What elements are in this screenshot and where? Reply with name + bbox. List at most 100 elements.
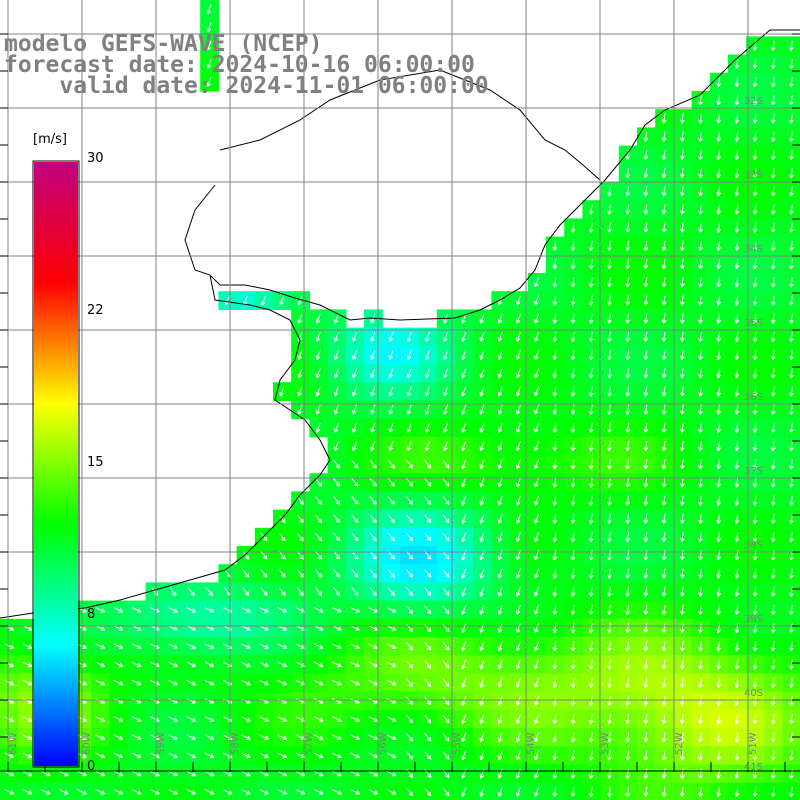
wind-arrow — [352, 422, 358, 433]
wind-arrow — [406, 441, 412, 451]
wind-arrow — [661, 459, 667, 470]
wind-arrow — [352, 404, 358, 415]
wind-arrow — [515, 586, 521, 597]
wind-arrow — [770, 586, 776, 597]
wind-arrow — [789, 131, 794, 142]
wind-arrow — [497, 568, 503, 579]
wind-arrow — [95, 607, 106, 613]
wind-arrow — [259, 643, 269, 649]
wind-arrow — [661, 349, 667, 361]
wind-arrow — [588, 331, 594, 342]
wind-arrow — [789, 76, 794, 88]
wind-arrow — [205, 587, 213, 596]
wind-arrow — [679, 586, 685, 597]
wind-arrow — [625, 386, 630, 397]
wind-arrow — [734, 76, 740, 88]
wind-arrow — [570, 641, 576, 652]
wind-arrow — [752, 349, 758, 361]
wind-arrow — [643, 513, 649, 524]
wind-arrow — [479, 495, 485, 506]
wind-arrow — [515, 604, 521, 615]
wind-arrow — [734, 295, 740, 306]
wind-arrow — [479, 404, 485, 415]
wind-arrow — [534, 513, 540, 524]
latitude-label: 38S — [744, 540, 763, 551]
wind-arrow — [789, 240, 794, 251]
wind-arrow — [607, 513, 612, 524]
wind-arrow — [497, 459, 503, 470]
wind-arrow — [386, 643, 397, 649]
wind-arrow — [406, 404, 412, 415]
wind-arrow — [661, 295, 667, 306]
wind-arrow — [734, 404, 740, 415]
wind-arrow — [370, 368, 376, 379]
wind-arrow — [607, 477, 612, 488]
wind-arrow — [570, 404, 576, 415]
wind-arrow — [442, 532, 450, 542]
wind-arrow — [625, 459, 630, 470]
wind-arrow — [607, 204, 612, 215]
wind-arrow — [515, 532, 521, 542]
wind-arrow — [588, 531, 594, 543]
wind-arrow — [607, 641, 612, 652]
wind-arrow — [552, 240, 558, 251]
wind-arrow — [661, 604, 667, 615]
wind-arrow — [752, 331, 758, 342]
wind-arrow — [369, 478, 377, 487]
longitude-label: 58W — [230, 732, 241, 755]
wind-arrow — [296, 587, 304, 596]
wind-arrow — [625, 240, 630, 251]
wind-arrow — [333, 422, 339, 433]
wind-arrow — [770, 40, 776, 51]
wind-arrow — [770, 513, 776, 524]
valid-date: valid date: 2024-11-01 06:00:00 — [4, 73, 489, 99]
wind-arrow — [698, 149, 703, 160]
wind-arrow — [770, 258, 776, 270]
wind-arrow — [643, 477, 649, 488]
wind-arrow — [570, 240, 576, 251]
colorbar-tick-label: 0 — [87, 759, 96, 774]
wind-arrow — [716, 204, 721, 215]
wind-arrow — [789, 295, 794, 306]
longitude-label: 60W — [82, 732, 93, 755]
latitude-label: 32S — [744, 96, 763, 107]
wind-arrow — [333, 532, 341, 542]
wind-arrow — [424, 569, 432, 578]
wind-arrow — [734, 531, 740, 543]
wind-arrow — [315, 587, 323, 596]
wind-arrow — [406, 514, 414, 524]
wind-arrow — [479, 331, 485, 342]
colorbar-tick-label: 22 — [87, 303, 104, 318]
wind-arrow — [752, 76, 758, 88]
wind-arrow — [315, 313, 321, 324]
wind-arrow — [369, 532, 377, 542]
wind-arrow — [552, 440, 558, 452]
wind-arrow — [716, 277, 721, 288]
wind-arrow — [278, 569, 286, 578]
wind-arrow — [479, 568, 485, 579]
wind-arrow — [716, 240, 721, 251]
wind-arrow — [424, 350, 430, 360]
wind-arrow — [716, 76, 721, 88]
wind-arrow — [789, 95, 794, 106]
wind-arrow — [607, 186, 612, 197]
wind-arrow — [206, 77, 212, 87]
wind-arrow — [515, 441, 521, 451]
wind-arrow — [277, 607, 288, 613]
wind-arrow — [368, 607, 379, 613]
wind-arrow — [497, 404, 503, 415]
wind-arrow — [734, 313, 740, 324]
wind-arrow — [424, 404, 430, 415]
wind-arrow — [406, 623, 414, 633]
wind-arrow — [570, 513, 576, 524]
wind-arrow — [370, 331, 376, 342]
wind-arrow — [461, 422, 467, 433]
wind-arrow — [752, 313, 758, 324]
wind-arrow — [698, 113, 703, 124]
wind-arrow — [388, 441, 394, 451]
colorbar-unit: [m/s] — [33, 132, 67, 147]
wind-arrow — [698, 368, 703, 379]
wind-arrow — [607, 295, 612, 306]
wind-arrow — [461, 477, 467, 488]
